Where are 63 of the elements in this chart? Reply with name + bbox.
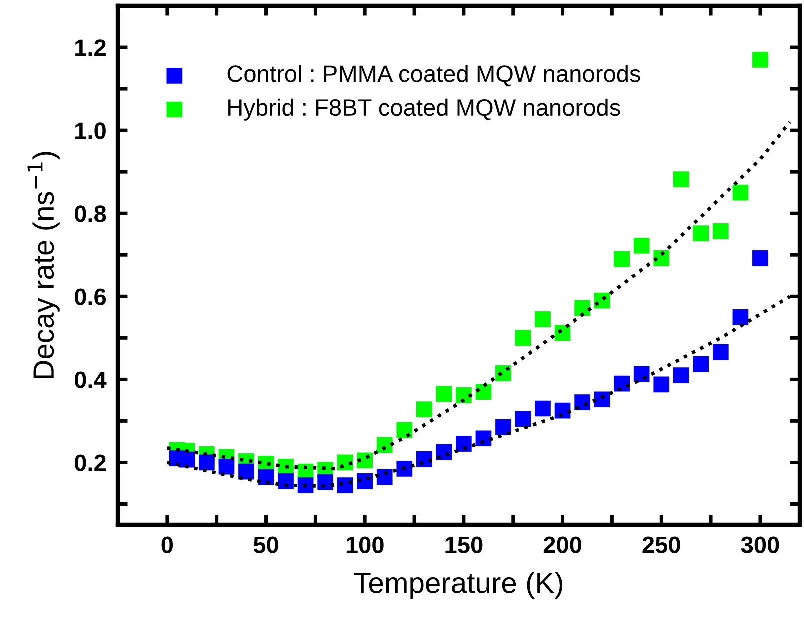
y-tick-label: 1.0 — [76, 122, 106, 140]
point — [515, 411, 532, 428]
point — [357, 452, 374, 469]
point — [376, 437, 393, 454]
point — [654, 250, 670, 266]
point — [298, 478, 314, 494]
x-axis-title: Temperature (K) — [354, 572, 563, 600]
point — [752, 250, 768, 266]
legend-label: Hybrid : F8BT coated MQW nanorods — [228, 98, 620, 121]
point — [732, 309, 749, 326]
point — [594, 392, 610, 408]
point — [357, 473, 374, 490]
point — [693, 226, 710, 242]
point — [456, 436, 472, 452]
point — [752, 52, 768, 68]
y-tick-label: 1.2 — [76, 40, 106, 56]
point — [456, 388, 472, 404]
point — [476, 384, 492, 400]
point — [535, 400, 551, 417]
point — [218, 458, 235, 475]
point — [693, 356, 710, 372]
point — [673, 172, 690, 188]
point — [574, 394, 590, 410]
point — [535, 312, 551, 328]
y-tick-label: 0.8 — [75, 206, 106, 222]
point — [634, 238, 650, 254]
x-tick-label: 300 — [741, 536, 780, 554]
x-tick-label: 150 — [446, 536, 483, 554]
y-axis-title: Decay rate (ns$^{−1}$) — [28, 152, 60, 378]
point — [199, 454, 215, 471]
point — [416, 402, 432, 418]
point — [436, 386, 452, 402]
point — [416, 451, 432, 468]
point — [713, 344, 729, 360]
y-tick-label: 0.6 — [75, 288, 106, 306]
point — [238, 464, 254, 480]
point — [496, 420, 512, 436]
point — [337, 478, 354, 494]
point — [396, 422, 413, 438]
y-tick-label: 0.4 — [75, 372, 107, 388]
point — [376, 469, 393, 486]
point — [179, 452, 196, 468]
point — [515, 330, 532, 346]
point — [496, 366, 512, 382]
point — [278, 473, 294, 490]
point — [634, 366, 650, 382]
x-tick-label: 0 — [162, 536, 174, 554]
point — [476, 430, 492, 447]
point — [673, 368, 690, 384]
point — [614, 376, 630, 392]
x-tick-label: 200 — [544, 536, 582, 554]
point — [574, 300, 590, 316]
y-tick-label: 0.2 — [75, 454, 106, 472]
x-tick-label: 250 — [642, 536, 680, 554]
x-tick-label: 50 — [254, 536, 278, 554]
point — [318, 474, 334, 490]
legend-label: Control : PMMA coated MQW nanorods — [228, 65, 640, 87]
point — [713, 224, 729, 240]
point — [732, 184, 749, 201]
point — [614, 251, 630, 268]
point — [654, 376, 670, 393]
point — [396, 461, 413, 477]
x-tick-label: 100 — [346, 536, 384, 554]
